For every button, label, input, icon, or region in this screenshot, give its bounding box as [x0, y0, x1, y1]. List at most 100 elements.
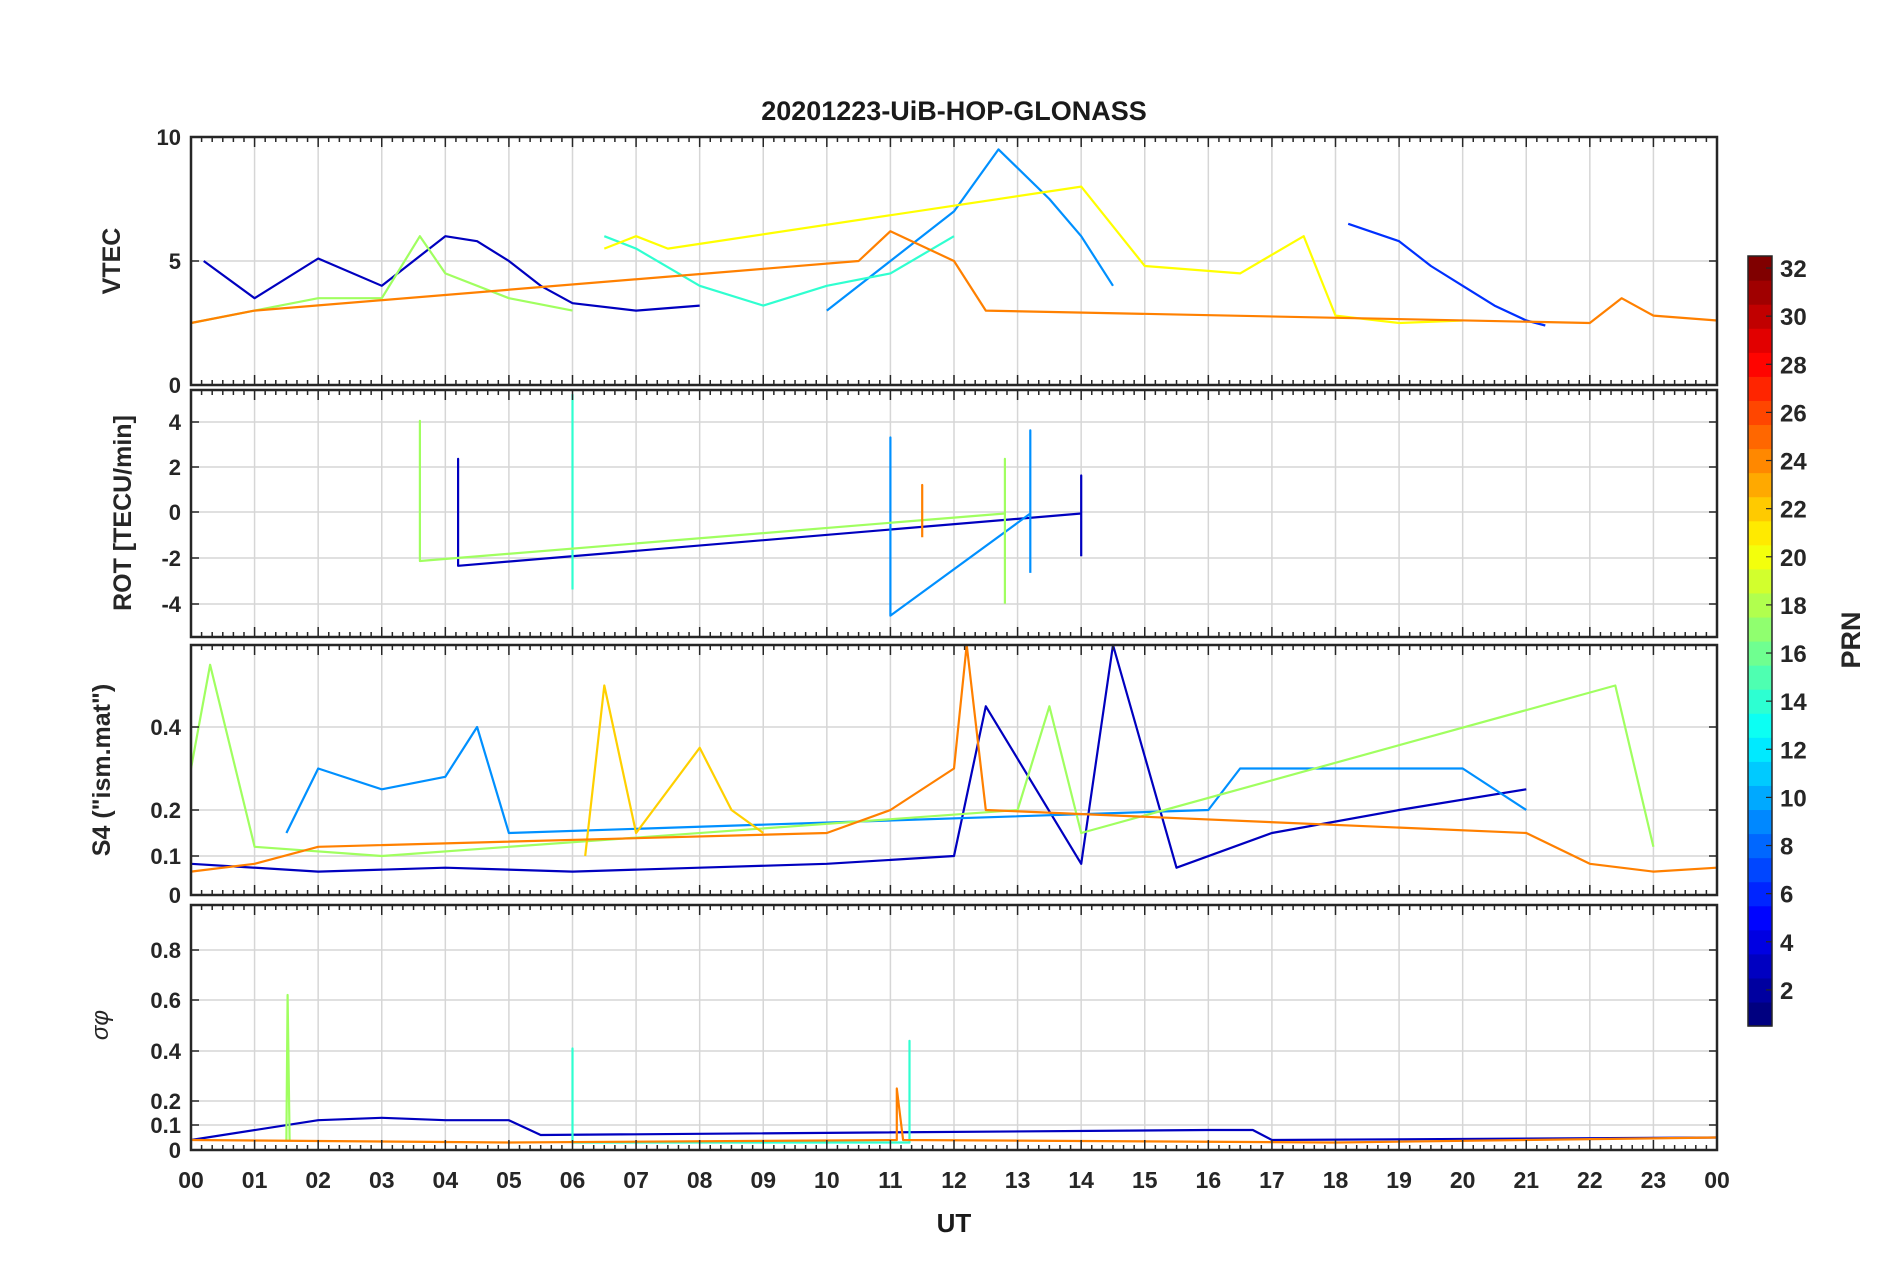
- colorbar-segment: [1748, 905, 1772, 931]
- colorbar-segment: [1748, 809, 1772, 835]
- y-tick-label: -4: [161, 592, 181, 617]
- colorbar-tick-label: 22: [1780, 497, 1807, 524]
- y-tick-label: 0.4: [150, 1039, 181, 1064]
- series-line-prn-9: [285, 725, 1527, 835]
- y-axis-label: S4 ("ism.mat"): [88, 684, 116, 856]
- figure-title: 20201223-UiB-HOP-GLONASS: [761, 96, 1147, 126]
- y-axis-label: σφ: [87, 1010, 114, 1040]
- colorbar-label: PRN: [1836, 611, 1866, 668]
- colorbar-segment: [1748, 424, 1772, 450]
- y-tick-label: 0: [169, 373, 181, 398]
- series-line-prn-17: [418, 419, 1006, 604]
- colorbar-tick-label: 6: [1780, 882, 1793, 909]
- x-tick-label: 03: [369, 1167, 395, 1193]
- y-tick-label: 0.4: [150, 715, 181, 740]
- colorbar-segment: [1748, 376, 1772, 401]
- x-tick-label: 18: [1323, 1167, 1349, 1193]
- series-line-prn-9: [889, 429, 1032, 617]
- colorbar-tick-label: 26: [1780, 400, 1807, 427]
- series-line-prn-5: [1347, 222, 1546, 327]
- y-tick-label: -2: [161, 546, 181, 571]
- colorbar-segment: [1748, 568, 1772, 594]
- x-tick-label: 00: [1704, 1167, 1730, 1193]
- colorbar-segment: [1748, 520, 1772, 546]
- series-line-prn-13: [571, 1039, 911, 1144]
- colorbar-segment: [1748, 1001, 1772, 1027]
- x-tick-label: 08: [687, 1167, 713, 1193]
- x-tick-label: 05: [496, 1167, 522, 1193]
- x-tick-label: 12: [941, 1167, 967, 1193]
- x-tick-label: 17: [1259, 1167, 1285, 1193]
- colorbar-segment: [1748, 761, 1772, 786]
- y-axis-label: VTEC: [98, 228, 126, 295]
- series-line-prn-13: [603, 235, 955, 307]
- y-tick-label: 2: [169, 455, 181, 480]
- x-tick-label: 10: [814, 1167, 840, 1193]
- panel-rot: -4 -2 0 2 4 ROT [TECU/min]: [109, 388, 1719, 639]
- colorbar-tick-label: 2: [1780, 978, 1793, 1005]
- colorbar-tick-label: 30: [1780, 304, 1807, 331]
- colorbar-frame: [1747, 255, 1773, 1027]
- colorbar-tick-label: 24: [1780, 449, 1807, 476]
- x-tick-label: 15: [1132, 1167, 1158, 1193]
- series-line-prn-23: [190, 643, 1718, 873]
- x-tick-label: 14: [1068, 1167, 1094, 1193]
- y-tick-label: 0.1: [150, 844, 181, 869]
- x-tick-label: 07: [623, 1167, 649, 1193]
- y-tick-label: 0.2: [150, 1089, 181, 1114]
- colorbar-segment: [1748, 328, 1772, 353]
- series-line-prn-3: [203, 235, 700, 312]
- y-tick-label: 0.1: [150, 1113, 181, 1138]
- x-tick-label: 00: [178, 1167, 204, 1193]
- colorbar-segment: [1748, 857, 1772, 883]
- x-tick-label: 19: [1386, 1167, 1412, 1193]
- y-tick-label: 0.8: [150, 938, 181, 963]
- colorbar-segment: [1748, 280, 1772, 305]
- series-line-prn-17: [285, 993, 291, 1141]
- colorbar-tick-label: 14: [1780, 689, 1807, 716]
- series-line-prn-3: [190, 1116, 1718, 1142]
- colorbar-tick-label: 10: [1780, 785, 1807, 812]
- y-tick-label: 0.6: [150, 988, 181, 1013]
- x-tick-label: 16: [1196, 1167, 1222, 1193]
- colorbar-tick-label: 12: [1780, 737, 1807, 764]
- series-line-prn-3: [190, 643, 1527, 873]
- panel-sigma-phi: 00.10.2 0.4 0.6 0.8 σφ: [87, 903, 1719, 1163]
- x-tick-label: 21: [1513, 1167, 1539, 1193]
- series-line-prn-17: [189, 663, 1655, 858]
- series-line-prn-23: [190, 230, 1718, 325]
- y-tick-label: 10: [157, 125, 181, 150]
- colorbar-segment: [1748, 665, 1772, 690]
- colorbar-segment: [1748, 472, 1772, 498]
- panel-s4: 0 0.1 0.2 0.4 S4 ("ism.mat"): [88, 643, 1719, 908]
- colorbar-tick-label: 16: [1780, 641, 1807, 668]
- y-tick-label: 0: [169, 500, 181, 525]
- series-line-prn-3: [457, 457, 1083, 567]
- colorbar-tick-label: 4: [1780, 930, 1794, 957]
- series-line-prn-21: [584, 684, 764, 857]
- x-tick-label: 04: [433, 1167, 459, 1193]
- colorbar-tick-label: 8: [1780, 834, 1793, 861]
- colorbar-tick-label: 20: [1780, 545, 1807, 572]
- series-line-prn-9: [826, 148, 1114, 312]
- x-tick-label: 13: [1005, 1167, 1031, 1193]
- y-tick-label: 0.2: [150, 798, 181, 823]
- x-tick-label: 06: [560, 1167, 586, 1193]
- x-tick-label: 01: [242, 1167, 268, 1193]
- colorbar-segment: [1748, 616, 1772, 642]
- series-line-prn-17: [190, 235, 573, 325]
- x-tick-label: 09: [750, 1167, 776, 1193]
- y-axis-label: ROT [TECU/min]: [109, 415, 137, 611]
- colorbar-tick-label: 18: [1780, 593, 1807, 620]
- colorbar-segment: [1748, 713, 1772, 738]
- x-tick-label: 22: [1577, 1167, 1603, 1193]
- x-tick-label: 11: [878, 1167, 903, 1193]
- x-tick-label: 20: [1450, 1167, 1476, 1193]
- x-axis-label: UT: [937, 1208, 972, 1238]
- y-tick-label: 0: [169, 1138, 181, 1163]
- x-tick-label: 23: [1641, 1167, 1667, 1193]
- y-tick-label: 0: [169, 883, 181, 908]
- y-tick-label: 5: [169, 249, 181, 274]
